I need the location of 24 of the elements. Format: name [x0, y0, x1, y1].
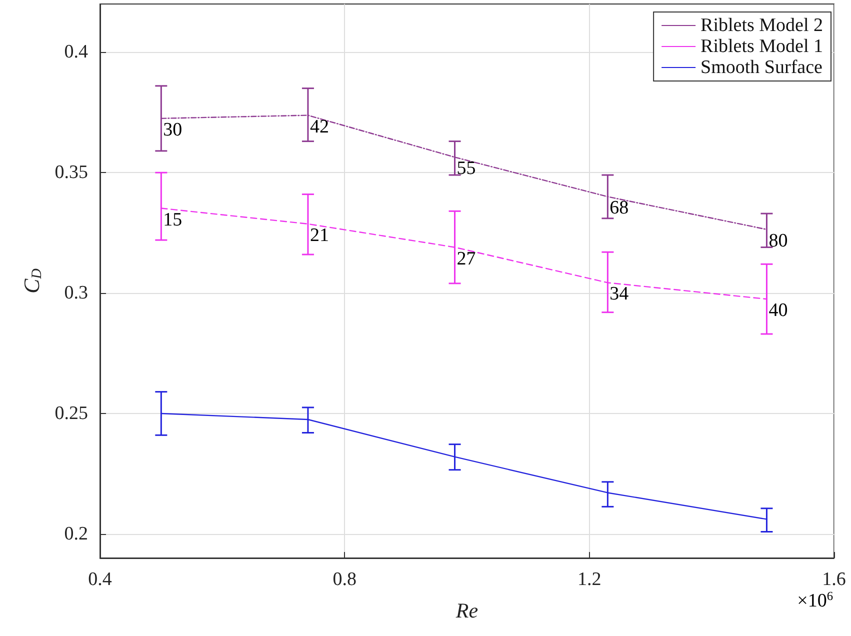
- y-axis-title: CD: [18, 268, 45, 294]
- x-tick-label: 0.8: [332, 569, 357, 590]
- y-tick-label: 0.25: [54, 402, 88, 424]
- y-tick-label: 0.2: [64, 523, 88, 544]
- annotation: 80: [768, 230, 788, 252]
- annotation: 27: [456, 248, 476, 270]
- annotation: 55: [456, 158, 476, 180]
- y-tick-label: 0.35: [54, 162, 88, 184]
- annotation: 15: [163, 209, 182, 230]
- x-tick-label: 1.6: [822, 569, 846, 590]
- legend-label: Smooth Surface: [700, 57, 822, 78]
- annotation: 42: [310, 116, 329, 138]
- x-tick-label: 1.2: [577, 569, 602, 590]
- y-tick-label: 0.4: [64, 42, 88, 63]
- annotation: 30: [163, 119, 182, 140]
- legend-label: Riblets Model 2: [700, 15, 824, 36]
- annotation: 40: [768, 300, 788, 322]
- annotation: 34: [610, 284, 630, 305]
- y-tick-label: 0.3: [64, 282, 88, 304]
- legend-label: Riblets Model 1: [700, 36, 824, 57]
- x-tick-label: 0.4: [88, 569, 112, 590]
- annotation: 21: [310, 224, 329, 246]
- x-axis-title: Re: [454, 598, 478, 622]
- annotation: 68: [610, 198, 629, 219]
